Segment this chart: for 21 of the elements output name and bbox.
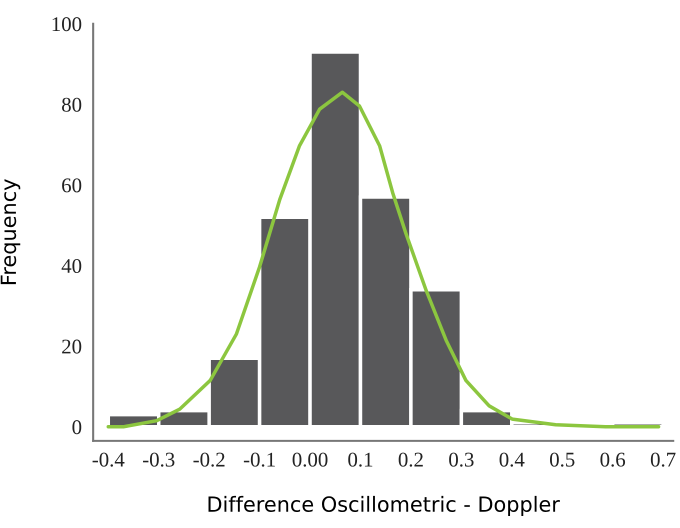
- y-tick-label: 0: [72, 420, 82, 434]
- y-tick-label: 40: [62, 258, 82, 273]
- x-tick-label: 0.2: [398, 452, 423, 467]
- x-tick-label: 0.3: [449, 452, 474, 467]
- x-tick-label: 0.5: [550, 452, 574, 467]
- y-tick-label: 60: [62, 178, 82, 192]
- x-tick-label: 0.6: [600, 452, 626, 467]
- line-series: [106, 90, 660, 429]
- x-tick-label: 0.7: [650, 452, 676, 467]
- y-axis-title: Frequency: [0, 179, 20, 284]
- x-tick-label: 0.4: [500, 452, 524, 467]
- x-tick-label: -0.2: [193, 452, 225, 467]
- y-tick-label: 80: [62, 98, 82, 112]
- y-tick-label: 100: [52, 17, 82, 32]
- x-tick-label: -0.1: [244, 452, 275, 467]
- y-tick-label: 20: [62, 340, 82, 354]
- x-tick-label: -0.4: [92, 452, 124, 467]
- x-tick-label: 0.1: [348, 452, 372, 467]
- x-tick-label: -0.3: [143, 452, 174, 467]
- x-axis-title: Difference Oscillometric - Doppler: [208, 496, 560, 516]
- x-tick-label: 0.00: [292, 452, 328, 467]
